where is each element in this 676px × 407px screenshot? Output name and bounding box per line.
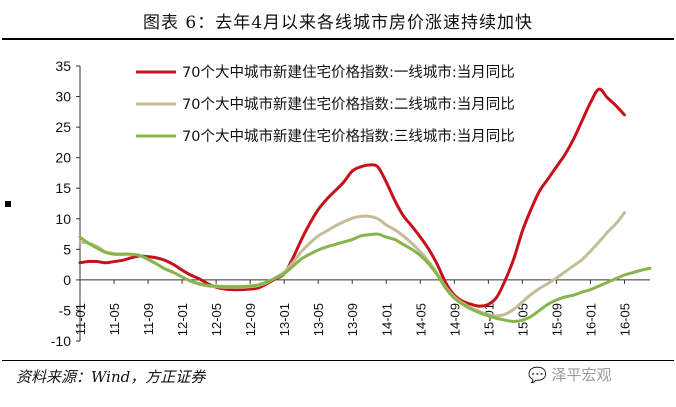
y-tick-label: -5 [59,302,72,318]
x-tick-label: 12-09 [243,303,258,336]
x-tick-label: 12-01 [175,303,190,336]
legend-label-2: 70个大中城市新建住宅价格指数:二线城市:当月同比 [182,96,515,113]
y-tick-label: 5 [63,241,71,257]
y-tick-label: 10 [55,211,71,227]
y-tick-label: 0 [63,272,71,288]
y-tick-label: -10 [51,333,71,349]
x-tick-label: 16-01 [583,303,598,336]
watermark-text: 泽平宏观 [551,366,612,384]
series-line-1 [78,87,626,308]
title-divider [2,38,674,40]
legend-label-1: 70个大中城市新建住宅价格指数:一线城市:当月同比 [182,64,515,81]
x-tick-label: 15-09 [549,303,564,336]
y-tick-label: 30 [55,89,71,105]
source-note: 资料来源：Wind，方正证券 [16,368,206,386]
x-tick-label: 15-01 [481,303,496,336]
legend-label-3: 70个大中城市新建住宅价格指数:三线城市:当月同比 [182,128,515,145]
series-line-3 [78,232,652,323]
watermark: 💬 泽平宏观 [528,364,611,385]
x-tick-label: 11-09 [141,303,156,335]
bullet-marker [5,201,11,207]
x-tick-label: 11-01 [73,303,88,335]
x-tick-label: 14-01 [379,303,394,336]
x-tick-label: 16-05 [617,303,632,336]
source-divider [2,360,674,361]
y-tick-label: 20 [55,150,71,166]
y-tick-label: 15 [55,180,71,196]
x-tick-label: 13-05 [311,303,326,336]
chart-title: 图表 6：去年4月以来各线城市房价涨速持续加快 [142,13,534,33]
x-tick-label: 11-05 [107,303,122,335]
y-tick-label: 35 [55,58,71,74]
x-tick-label: 13-01 [277,303,292,336]
series-line-2 [78,211,626,318]
y-tick-label: 25 [55,119,71,135]
x-tick-label: 14-05 [413,303,428,336]
chat-bubble-icon: 💬 [528,366,547,384]
x-tick-label: 13-09 [345,303,360,336]
x-tick-label: 12-05 [209,303,224,336]
x-tick-label: 14-09 [447,303,462,336]
